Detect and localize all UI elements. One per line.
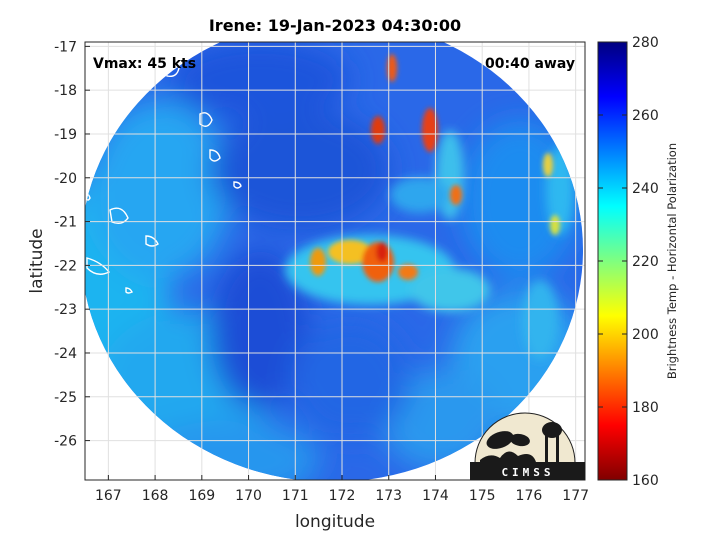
x-axis: 167 168 169 170 171 172 173 174 175 176 177 [95,475,589,504]
chart-title: Irene: 19-Jan-2023 04:30:00 [209,16,461,35]
cimss-logo: CIMSS [470,412,585,480]
y-tick-label: -24 [54,346,77,362]
y-axis-label: latitude [27,228,47,293]
y-tick-label: -26 [54,434,77,450]
x-axis-label: longitude [295,512,375,532]
colorbar-ticks: 280 260 240 220 200 180 160 [598,35,659,489]
x-tick-label: 171 [282,488,309,504]
colorbar-tick-label: 180 [632,400,659,416]
colorbar-label: Brightness Temp - Horizontal Polarizatio… [665,143,679,379]
y-tick-label: -20 [54,171,77,187]
x-tick-label: 172 [329,488,356,504]
x-tick-label: 176 [516,488,543,504]
x-tick-label: 168 [142,488,169,504]
colorbar-tick-label: 260 [632,108,659,124]
brightness-swath [85,42,583,480]
colorbar-tick-label: 200 [632,327,659,343]
colorbar-tick-label: 160 [632,473,659,489]
y-axis: -17 -18 -19 -20 -21 -22 -23 -24 -25 -26 [54,39,90,450]
y-tick-label: -19 [54,127,77,143]
time-away-label: 00:40 away [485,56,575,72]
y-tick-label: -23 [54,302,77,318]
grid-lines [85,42,585,480]
x-tick-label: 175 [469,488,496,504]
y-tick-label: -25 [54,390,77,406]
x-tick-label: 170 [235,488,262,504]
colorbar: 280 260 240 220 200 180 160 Brightness Temp - … [597,35,679,489]
x-tick-label: 177 [562,488,589,504]
vmax-label: Vmax: 45 kts [93,56,196,72]
x-tick-label: 167 [95,488,122,504]
y-tick-label: -17 [54,39,77,55]
x-tick-label: 174 [422,488,449,504]
cimss-logo-text: CIMSS [501,466,554,479]
x-tick-label: 173 [375,488,402,504]
colorbar-tick-label: 240 [632,181,659,197]
x-tick-label: 169 [188,488,215,504]
y-tick-label: -21 [54,215,77,231]
y-tick-label: -22 [54,258,77,274]
axes-frame [84,41,586,481]
y-tick-label: -18 [54,83,77,99]
colorbar-tick-label: 280 [632,35,659,51]
colorbar-tick-label: 220 [632,254,659,270]
